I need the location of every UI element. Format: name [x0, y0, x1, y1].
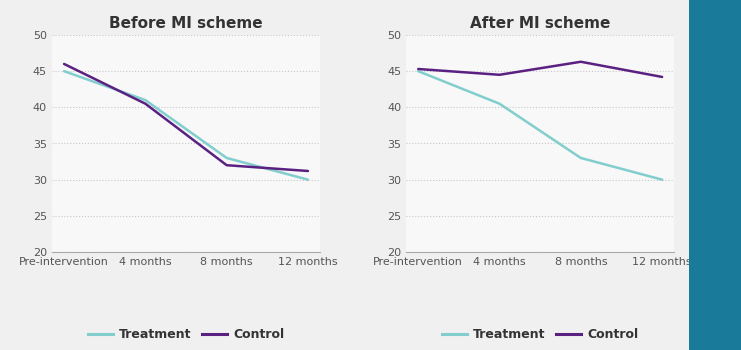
- Legend: Treatment, Control: Treatment, Control: [83, 323, 289, 346]
- Title: Before MI scheme: Before MI scheme: [109, 16, 263, 31]
- Legend: Treatment, Control: Treatment, Control: [437, 323, 643, 346]
- Title: After MI scheme: After MI scheme: [470, 16, 611, 31]
